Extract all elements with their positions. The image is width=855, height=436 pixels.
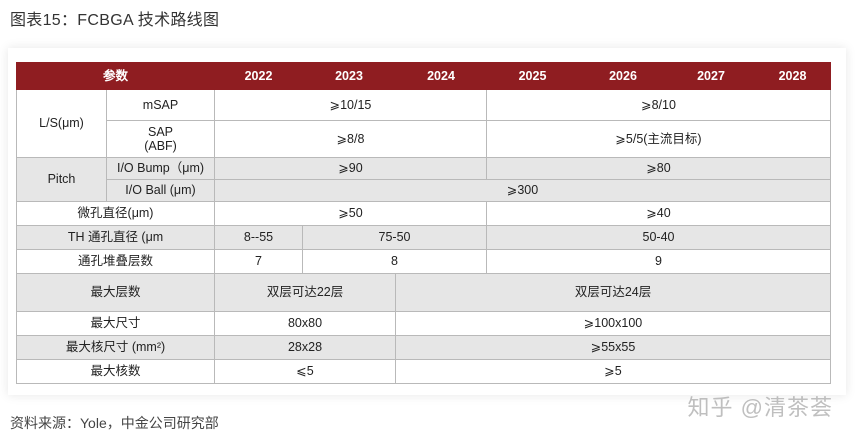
sap-label-line2: (ABF) — [144, 139, 177, 153]
cell-max-layers-2022-2023: 双层可达22层 — [214, 273, 397, 312]
cell-stack-2022: 7 — [214, 249, 304, 274]
table-row-io-bump: Pitch I/O Bump（μm) ⩾90 ⩾80 — [16, 157, 832, 202]
source-note: 资料来源：Yole，中金公司研究部 — [10, 415, 219, 431]
table-row-io-ball: I/O Ball (μm) ⩾300 — [17, 179, 832, 202]
cell-max-core-size-2024-2028: ⩾55x55 — [395, 335, 832, 360]
row-sublabel-sap: SAP (ABF) — [105, 120, 216, 158]
cell-th-hole-2025-2028: 50-40 — [486, 225, 832, 250]
header-param: 参数 — [15, 62, 216, 90]
table-row-th-hole: TH 通孔直径 (μm 8--55 75-50 50-40 — [15, 225, 832, 250]
cell-io-ball-all: ⩾300 — [214, 179, 832, 202]
row-label-th-hole: TH 通孔直径 (μm — [15, 225, 216, 250]
cell-sap-2025-2028: ⩾5/5(主流目标) — [486, 120, 832, 158]
row-label-max-size: 最大尺寸 — [15, 311, 216, 336]
row-sublabel-io-bump: I/O Bump（μm) — [105, 157, 216, 180]
row-label-pitch: Pitch — [16, 157, 107, 202]
row-label-micro-hole: 微孔直径(μm) — [15, 201, 216, 226]
fcbga-roadmap-table: 参数 2022 2023 2024 2025 2026 2027 2028 L/… — [15, 62, 832, 384]
cell-io-bump-2022-2024: ⩾90 — [214, 157, 488, 180]
sap-label-line1: SAP — [148, 124, 174, 139]
table-row-sap: SAP (ABF) ⩾8/8 ⩾5/5(主流目标) — [17, 120, 832, 158]
header-year-2027: 2027 — [667, 62, 756, 90]
cell-max-cores-2022-2023: ⩽5 — [214, 359, 397, 384]
table-row-msap: L/S(μm) mSAP ⩾10/15 ⩾8/10 — [16, 89, 832, 158]
cell-max-cores-2024-2028: ⩾5 — [395, 359, 832, 384]
header-year-2025: 2025 — [486, 62, 580, 90]
cell-sap-2022-2024: ⩾8/8 — [214, 120, 488, 158]
header-year-2028: 2028 — [754, 62, 832, 90]
cell-max-size-2024-2028: ⩾100x100 — [395, 311, 832, 336]
row-sublabel-msap: mSAP — [105, 89, 216, 121]
table-row-micro-hole: 微孔直径(μm) ⩾50 ⩾40 — [15, 201, 832, 226]
cell-msap-2022-2024: ⩾10/15 — [214, 89, 488, 121]
row-label-max-core-size: 最大核尺寸 (mm²) — [15, 335, 216, 360]
header-year-2024: 2024 — [395, 62, 488, 90]
watermark: 知乎 @清茶荟 — [687, 395, 833, 420]
table-header-row: 参数 2022 2023 2024 2025 2026 2027 2028 — [15, 62, 832, 90]
cell-max-layers-2024-2028: 双层可达24层 — [395, 273, 832, 312]
cell-io-bump-2025-2028: ⩾80 — [486, 157, 832, 180]
cell-stack-2023-2024: 8 — [302, 249, 488, 274]
cell-msap-2025-2028: ⩾8/10 — [486, 89, 832, 121]
figure-title: 图表15：FCBGA 技术路线图 — [10, 12, 220, 29]
cell-th-hole-2023-2024: 75-50 — [302, 225, 488, 250]
header-year-2023: 2023 — [302, 62, 397, 90]
row-label-ls: L/S(μm) — [16, 89, 107, 158]
header-year-2026: 2026 — [578, 62, 669, 90]
cell-max-core-size-2022-2023: 28x28 — [214, 335, 397, 360]
table-row-max-cores: 最大核数 ⩽5 ⩾5 — [15, 359, 832, 384]
row-label-max-layers: 最大层数 — [15, 273, 216, 312]
table-row-max-size: 最大尺寸 80x80 ⩾100x100 — [15, 311, 832, 336]
table-row-stack: 通孔堆叠层数 7 8 9 — [15, 249, 832, 274]
cell-micro-hole-2022-2024: ⩾50 — [214, 201, 488, 226]
row-label-stack: 通孔堆叠层数 — [15, 249, 216, 274]
row-label-max-cores: 最大核数 — [15, 359, 216, 384]
cell-max-size-2022-2023: 80x80 — [214, 311, 397, 336]
header-year-2022: 2022 — [214, 62, 304, 90]
cell-th-hole-2022: 8--55 — [214, 225, 304, 250]
row-sublabel-io-ball: I/O Ball (μm) — [105, 179, 216, 202]
cell-micro-hole-2025-2028: ⩾40 — [486, 201, 832, 226]
table-row-max-layers: 最大层数 双层可达22层 双层可达24层 — [15, 273, 832, 312]
cell-stack-2025-2028: 9 — [486, 249, 832, 274]
table-row-max-core-size: 最大核尺寸 (mm²) 28x28 ⩾55x55 — [15, 335, 832, 360]
